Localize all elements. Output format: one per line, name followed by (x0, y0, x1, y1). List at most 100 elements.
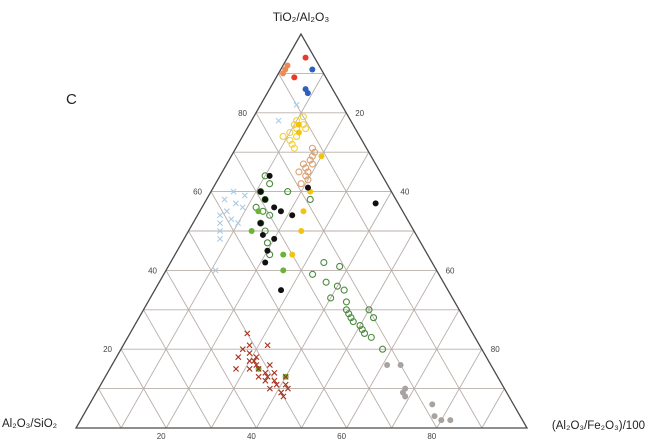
data-point-series-11 (402, 393, 409, 400)
data-point-series-5 (304, 168, 312, 176)
data-point-series-6 (228, 216, 235, 223)
data-point-series-4 (295, 121, 302, 128)
data-point-series-7 (356, 322, 364, 330)
data-point-series-11 (431, 413, 438, 420)
data-point-series-8 (277, 208, 284, 215)
data-point-series-7 (365, 306, 373, 314)
data-point-series-10 (251, 358, 258, 365)
data-point-series-0 (302, 54, 309, 61)
data-point-series-1 (304, 90, 311, 97)
data-point-series-2 (280, 70, 287, 77)
data-point-series-7 (379, 345, 387, 353)
data-point-series-3 (286, 128, 294, 137)
data-point-series-10 (253, 354, 260, 361)
data-point-series-0 (291, 74, 298, 81)
data-point-series-7 (349, 318, 357, 326)
data-point-series-5 (311, 148, 319, 156)
data-point-series-7 (347, 314, 355, 322)
data-point-series-7 (345, 310, 353, 318)
data-point-series-5 (299, 160, 307, 168)
tick-label-left: 40 (148, 266, 157, 275)
data-point-series-5 (306, 156, 314, 164)
data-point-series-6 (217, 220, 224, 227)
data-point-series-11 (397, 361, 404, 368)
data-point-series-5 (308, 152, 316, 160)
tick-label-bottom: 80 (427, 432, 436, 440)
data-point-series-6 (221, 196, 228, 203)
grid-line-right-60 (346, 270, 437, 429)
data-point-series-10 (246, 350, 253, 357)
data-point-series-6 (223, 208, 230, 215)
data-point-series-6 (217, 212, 224, 219)
tick-label-right: 40 (400, 188, 409, 197)
data-point-series-6 (275, 117, 282, 124)
tick-label-right: 60 (446, 266, 455, 275)
tick-label-left: 60 (193, 188, 202, 197)
data-point-series-10 (280, 393, 287, 400)
tick-label-bottom: 20 (157, 432, 166, 440)
data-point-series-8 (266, 172, 273, 179)
data-point-series-7 (360, 329, 369, 337)
data-point-series-4 (295, 129, 302, 136)
tick-labels: 20 40 60 80 20 40 60 80 20 40 60 80 (103, 109, 500, 440)
data-point-series-5 (308, 160, 316, 168)
data-point-series-3 (279, 132, 287, 140)
data-point-series-10 (273, 381, 280, 388)
apex-label-top: TiO₂/Al₂O₃ (273, 10, 330, 24)
data-point-series-6 (235, 220, 242, 227)
data-point-series-7 (322, 278, 330, 286)
data-point-series-10 (246, 365, 253, 372)
tick-label-bottom: 60 (337, 432, 346, 440)
data-point-series-7 (340, 286, 348, 294)
data-point-series-10 (266, 385, 273, 392)
data-point-series-7 (306, 195, 314, 204)
data-point-series-8 (271, 235, 278, 242)
data-point-series-3 (299, 113, 307, 121)
data-point-series-7 (320, 258, 328, 267)
data-point-series-8 (257, 188, 264, 195)
data-point-series-10 (246, 342, 253, 349)
data-point-series-6 (232, 200, 239, 207)
data-point-series-7 (358, 325, 366, 334)
data-point-series-11 (384, 361, 391, 368)
grid-line-left-80 (120, 348, 167, 429)
data-point-series-8 (262, 196, 269, 203)
data-point-series-10 (266, 361, 273, 368)
data-point-series-8 (278, 287, 285, 294)
data-point-series-7 (327, 294, 335, 302)
data-point-series-10 (235, 354, 242, 361)
ternary-frame (74, 32, 529, 429)
data-point-series-10 (264, 373, 271, 380)
data-point-series-4 (300, 208, 307, 215)
data-point-series-8 (264, 247, 271, 254)
data-point-series-4 (318, 153, 325, 160)
data-point-series-8 (289, 212, 296, 219)
data-point-series-10 (264, 342, 271, 349)
panel-label: C (66, 91, 77, 108)
data-point-series-6 (239, 204, 246, 211)
data-point-series-5 (304, 176, 312, 184)
grid-line-right-80 (436, 348, 483, 429)
grid-line-left-70 (143, 309, 212, 429)
data-point-series-6 (230, 188, 237, 195)
data-point-series-6 (293, 101, 300, 108)
grid-line-right-70 (391, 309, 460, 429)
grid-line-right-90 (481, 388, 505, 429)
data-point-series-6 (217, 228, 224, 234)
data-point-series-10 (244, 330, 251, 337)
data-point-series-6 (241, 192, 248, 199)
data-point-series-10 (246, 358, 253, 365)
data-point-series-7 (369, 314, 378, 322)
tick-label-bottom: 40 (247, 432, 256, 440)
data-point-series-7 (333, 282, 341, 290)
data-point-series-7 (266, 180, 274, 188)
data-point-series-10 (253, 361, 260, 368)
data-point-series-5 (295, 168, 303, 176)
data-point-series-11 (438, 417, 445, 424)
data-point-series-10 (278, 389, 285, 396)
data-point-series-3 (288, 140, 296, 148)
data-point-series-10 (271, 377, 278, 384)
grid-line-left-10 (278, 73, 483, 429)
data-point-series-10 (282, 373, 289, 380)
data-point-series-9 (248, 228, 255, 234)
